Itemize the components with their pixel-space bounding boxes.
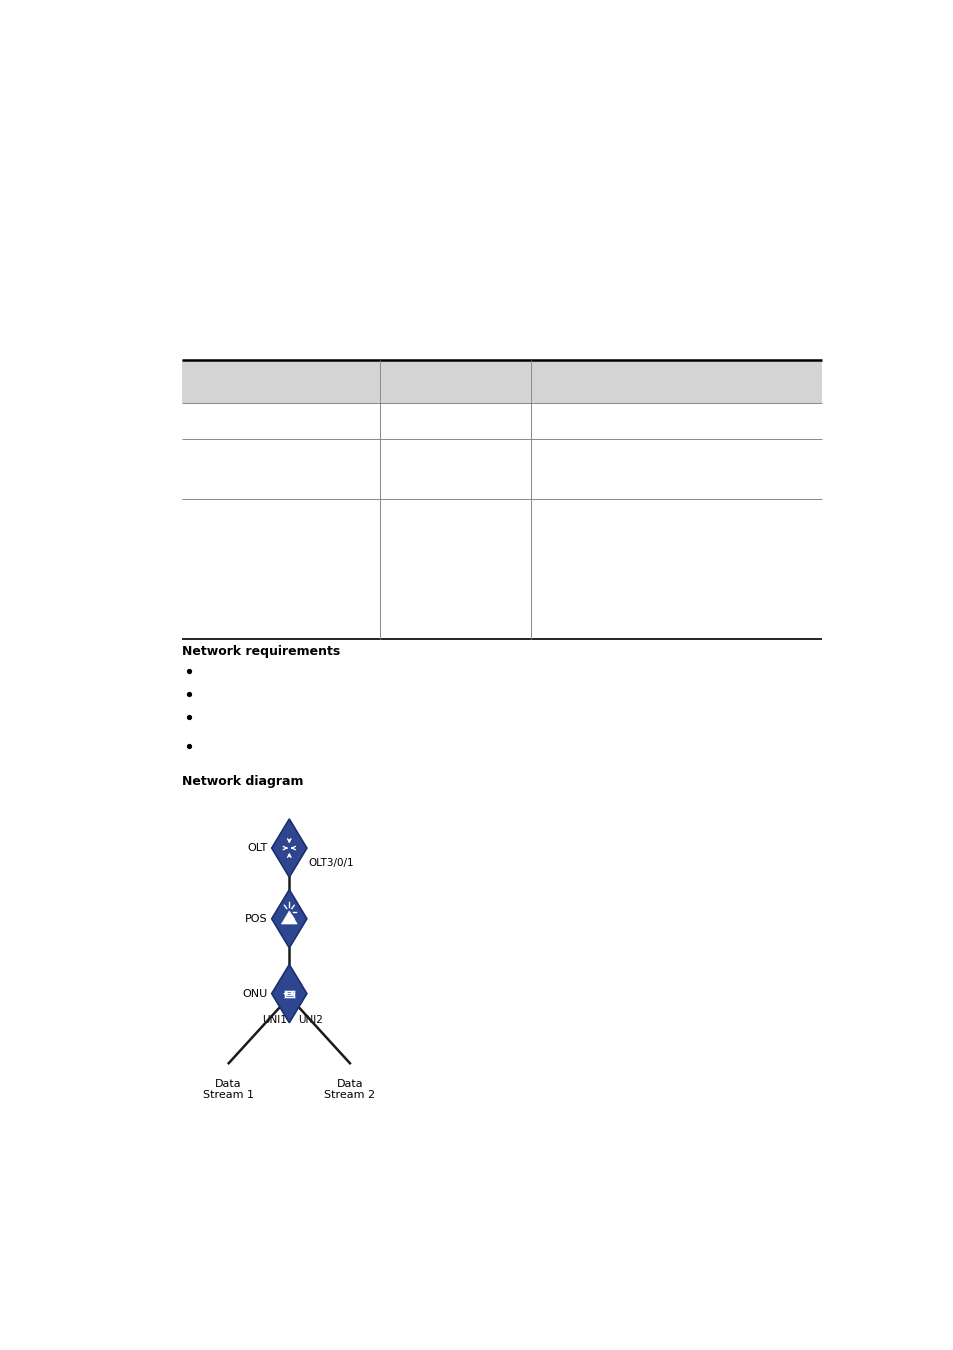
Bar [182,359,821,404]
Text: Data
Stream 2: Data Stream 2 [324,1079,375,1100]
Polygon shape [281,911,296,923]
FancyBboxPatch shape [284,990,294,998]
Text: UNI1: UNI1 [262,1015,287,1026]
Text: Data
Stream 1: Data Stream 1 [203,1079,253,1100]
Text: UNI2: UNI2 [298,1015,323,1026]
Text: OLT: OLT [247,842,267,853]
Text: Network diagram: Network diagram [182,775,303,788]
Text: POS: POS [245,914,267,923]
Polygon shape [272,890,307,948]
Polygon shape [272,964,307,1023]
Text: Network requirements: Network requirements [182,645,340,659]
Text: ONU: ONU [242,988,267,999]
Polygon shape [272,819,307,878]
Text: OLT3/0/1: OLT3/0/1 [308,859,354,868]
